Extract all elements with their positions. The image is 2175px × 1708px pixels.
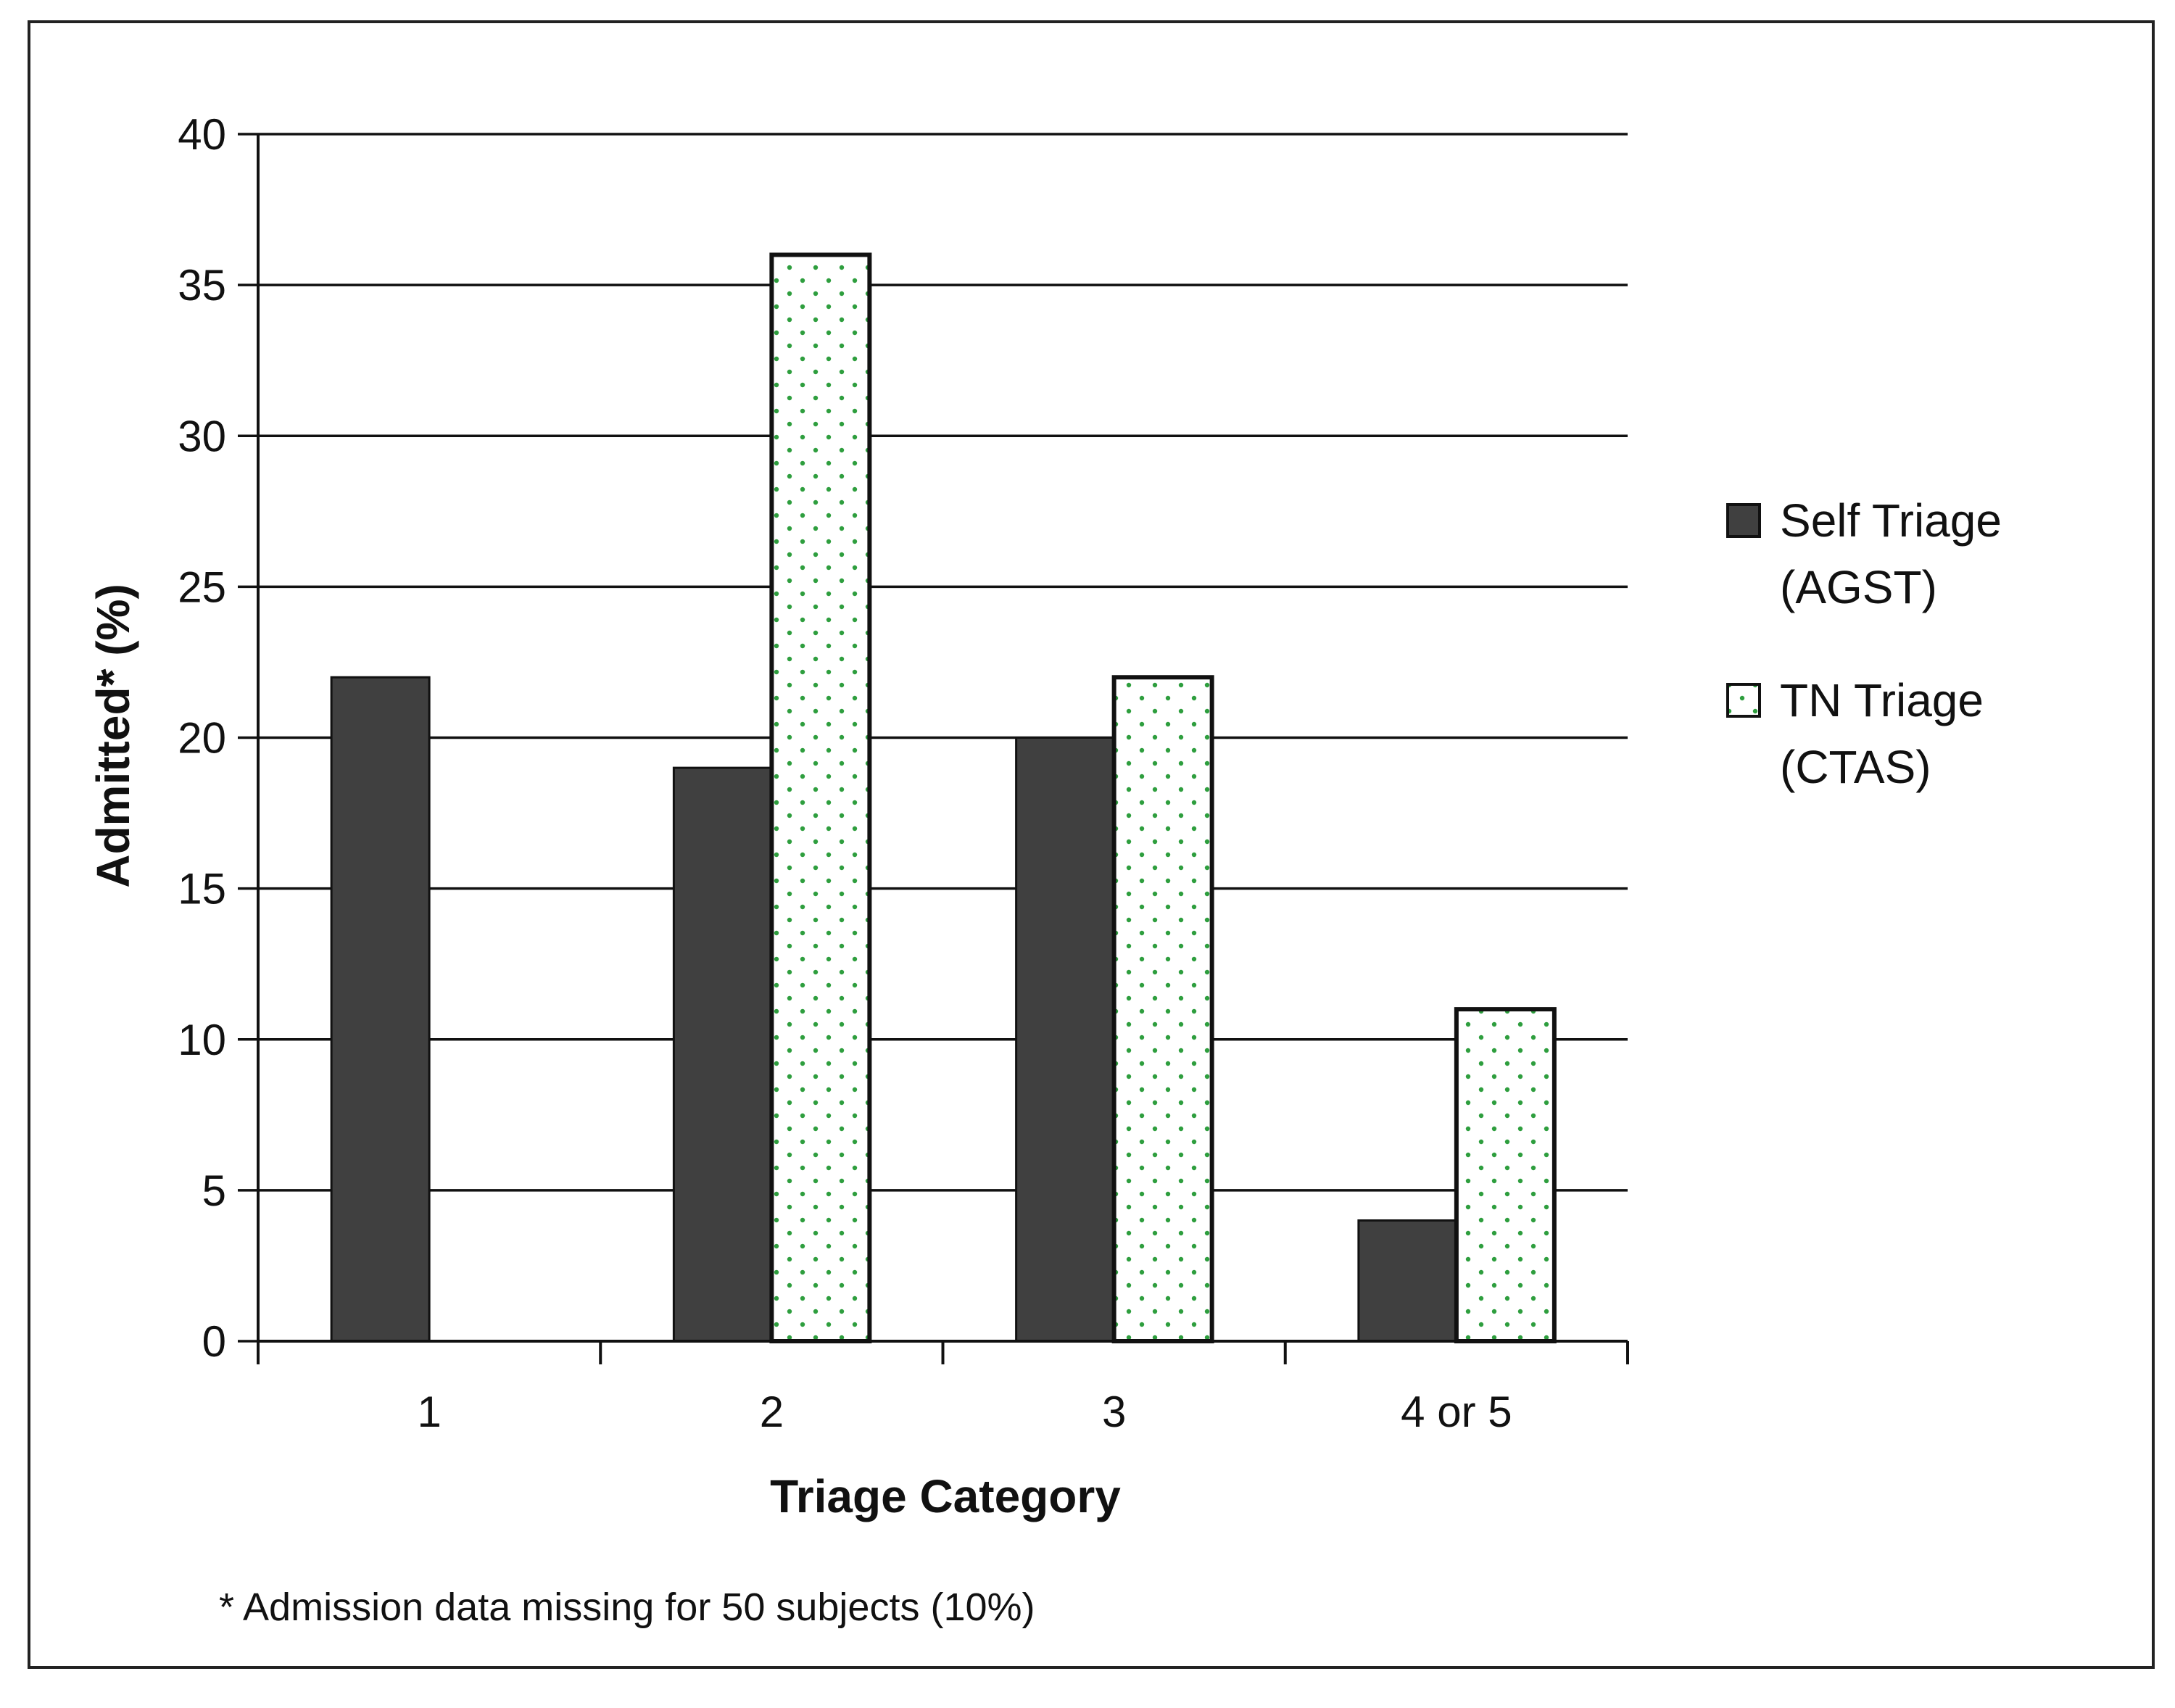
- y-tick-label: 20: [178, 714, 226, 763]
- bars: [330, 252, 1557, 1343]
- footnote: * Admission data missing for 50 subjects…: [219, 1585, 1035, 1629]
- bar-self-triage-cat-4: [1357, 1219, 1458, 1343]
- y-tick-label: 40: [178, 110, 226, 159]
- y-tick-label: 15: [178, 865, 226, 913]
- legend-label-tn-triage: TN Triage: [1780, 674, 1984, 726]
- bar-self-triage-cat-3: [1015, 737, 1116, 1343]
- y-tick-label: 10: [178, 1016, 226, 1064]
- bar-tn-triage-cat-3: [1111, 675, 1214, 1343]
- bar-self-triage-cat-2: [672, 766, 773, 1343]
- legend: Self Triage (AGST) TN Triage (CTAS): [1726, 494, 2002, 793]
- x-tick-label: 2: [760, 1388, 784, 1436]
- bar-tn-triage-cat-2: [769, 252, 872, 1343]
- axes: [238, 133, 1629, 1364]
- y-tick-label: 5: [202, 1166, 226, 1215]
- legend-label-self-triage: Self Triage: [1780, 494, 2002, 547]
- y-tick-labels: 0 5 10 15 20 25 30 35 40: [178, 110, 226, 1366]
- x-tick-label: 3: [1102, 1388, 1126, 1436]
- legend-label-self-triage: (AGST): [1780, 561, 1937, 613]
- y-axis-title: Admitted* (%): [87, 584, 139, 888]
- x-tick-labels: 1 2 3 4 or 5: [417, 1388, 1512, 1436]
- bar-tn-triage-cat-4: [1454, 1007, 1557, 1343]
- y-tick-label: 35: [178, 261, 226, 310]
- y-tick-label: 0: [202, 1317, 226, 1366]
- y-tick-label: 30: [178, 412, 226, 460]
- x-tick-label: 4 or 5: [1401, 1388, 1512, 1436]
- bar-self-triage-cat-1: [330, 676, 431, 1343]
- legend-swatch-tn-triage: [1726, 683, 1761, 718]
- legend-swatch-self-triage: [1726, 503, 1761, 538]
- legend-label-tn-triage: (CTAS): [1780, 741, 1931, 793]
- y-tick-label: 25: [178, 563, 226, 611]
- x-tick-label: 1: [417, 1388, 441, 1436]
- x-axis-title: Triage Category: [770, 1470, 1121, 1522]
